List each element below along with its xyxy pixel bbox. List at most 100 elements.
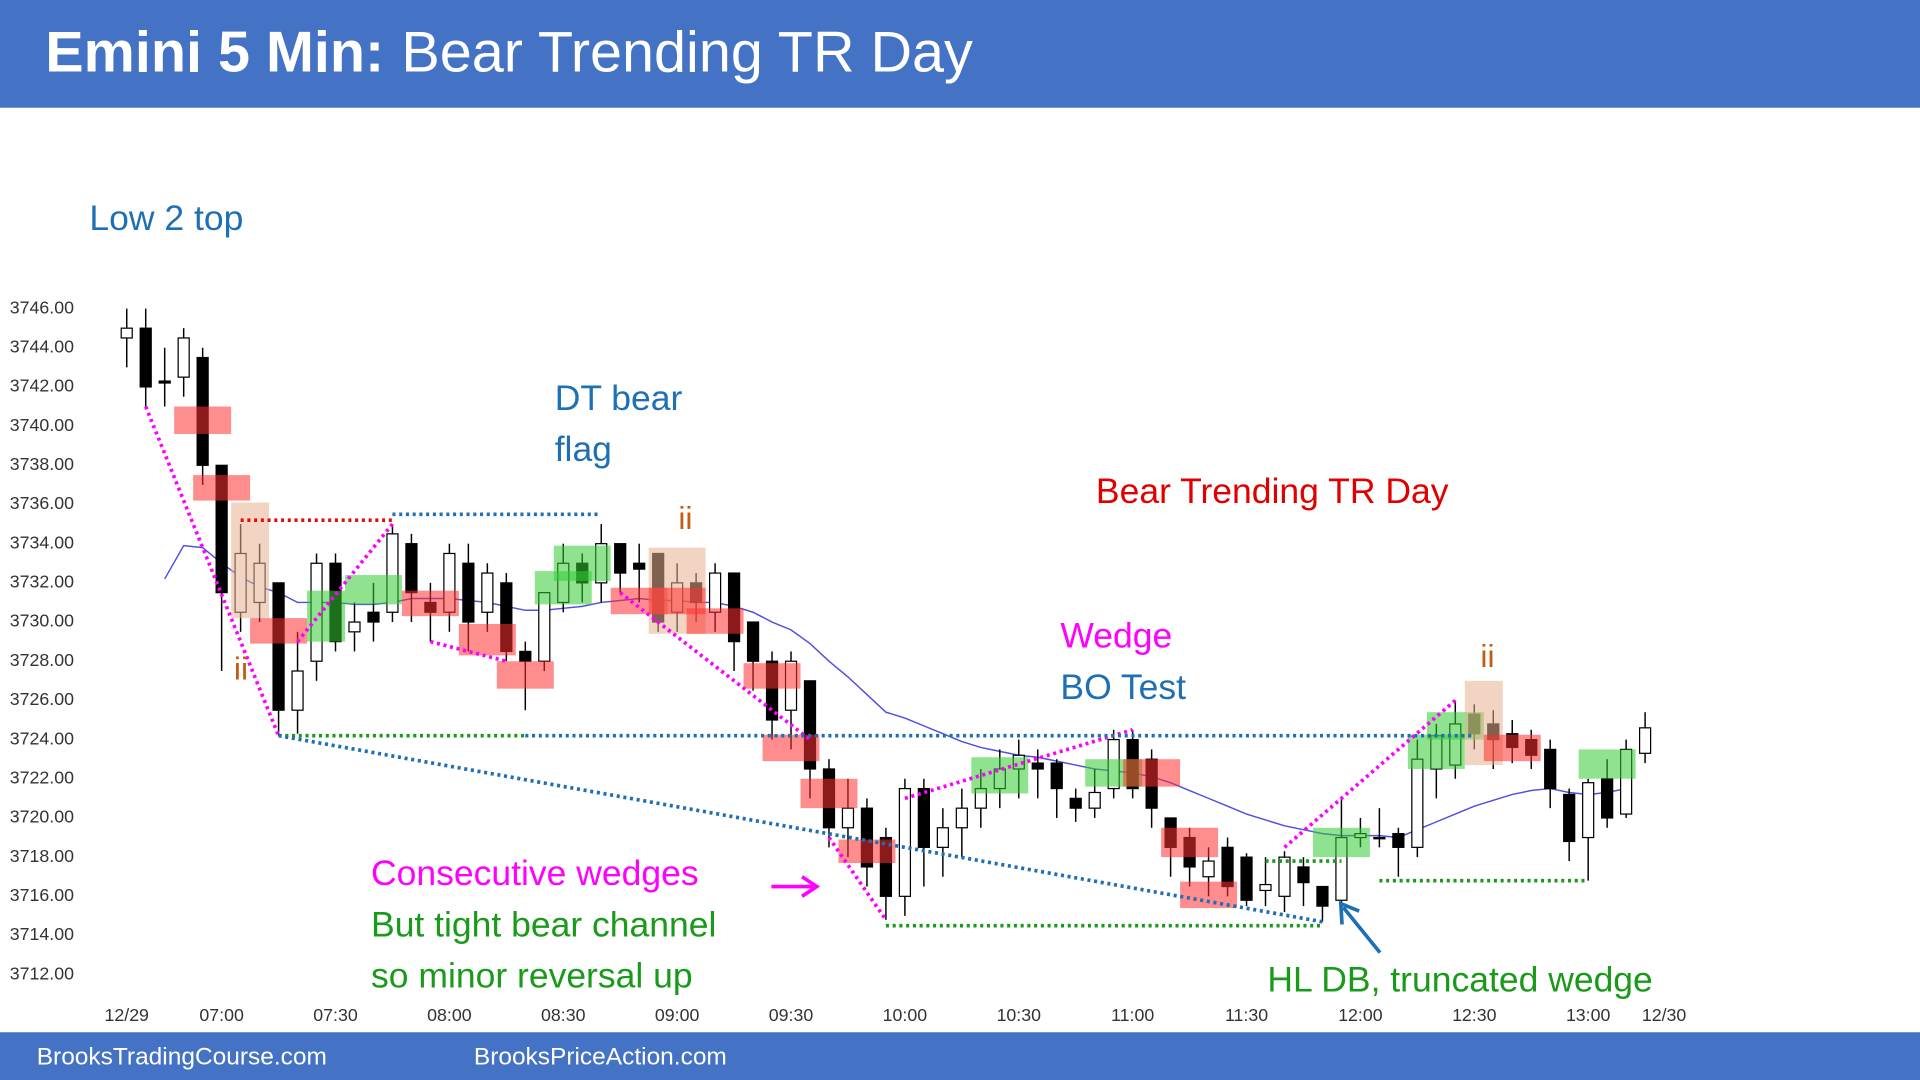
candle-body (898, 787, 912, 897)
candle-body (841, 807, 855, 829)
annotation: flag (555, 429, 612, 469)
annotation: Low 2 top (89, 198, 243, 238)
header-bar (0, 0, 1920, 108)
arrow (1341, 906, 1382, 954)
arrows (771, 875, 1382, 954)
annotation: ii (234, 650, 248, 686)
highlight-zone (1578, 749, 1636, 779)
highlight-zone (401, 590, 459, 617)
y-tick-label: 3722.00 (10, 767, 74, 787)
candle-body (519, 650, 532, 662)
candle-body (1601, 778, 1614, 819)
highlight-zone (1407, 734, 1465, 769)
y-tick-label: 3714.00 (10, 924, 74, 944)
y-tick-label: 3720.00 (10, 807, 74, 827)
candle-body (481, 572, 494, 613)
candle-body (291, 670, 304, 711)
annotation: Consecutive wedges (371, 853, 699, 893)
candle-body (708, 572, 722, 613)
candle-body (272, 582, 285, 711)
x-tick-label: 12:00 (1338, 1005, 1383, 1025)
y-tick-label: 3718.00 (10, 846, 74, 866)
candle-body (936, 827, 949, 848)
y-tick-label: 3744.00 (10, 336, 74, 356)
candle-body (386, 533, 399, 613)
candle-body (367, 611, 380, 623)
annotation: Bear Trending TR Day (1096, 471, 1449, 511)
candle-body (405, 543, 418, 594)
highlight-zone (1312, 827, 1370, 858)
trend-line (278, 733, 1323, 924)
candle-body (1392, 833, 1405, 848)
candle-body (462, 562, 475, 623)
plot-area: 3746.00 3744.00 3742.00 3740.00 3738.00 3736.… (10, 297, 1687, 1025)
highlight-zone (743, 663, 801, 689)
highlight-zone (458, 624, 516, 656)
footer-right: BrooksPriceAction.com (474, 1043, 727, 1070)
title-text: Bear Trending TR Day (401, 21, 973, 85)
candle-body (1411, 758, 1424, 848)
candle-body (1544, 748, 1557, 790)
y-tick-label: 3738.00 (10, 454, 74, 474)
candle-body (1316, 885, 1329, 907)
candle-body (917, 787, 930, 848)
x-tick-label: 10:30 (997, 1005, 1042, 1025)
y-tick-label: 3712.00 (10, 963, 74, 983)
x-tick-label: 07:00 (199, 1005, 244, 1025)
footer-left: BrooksTradingCourse.com (37, 1043, 327, 1070)
header-title: Emini 5 Min: Bear Trending TR Day (45, 21, 973, 85)
highlight-zone (496, 661, 554, 689)
y-tick-label: 3728.00 (10, 650, 74, 670)
candle-body (1240, 856, 1253, 901)
candle-body (765, 660, 779, 721)
candle-body (120, 327, 133, 339)
x-tick-label: 09:00 (655, 1005, 700, 1025)
candle-body (1221, 846, 1234, 888)
annotation: But tight bear channel (371, 904, 716, 944)
x-tick-label: 09:30 (769, 1005, 814, 1025)
trend-line (904, 728, 1134, 801)
x-tick-label: 13:00 (1566, 1005, 1611, 1025)
y-tick-label: 3730.00 (10, 611, 74, 631)
annotation: DT bear (555, 378, 683, 418)
arrow-head (1338, 900, 1360, 925)
highlight-zone (553, 545, 611, 581)
highlight-zone (345, 575, 402, 605)
highlight-zone (971, 757, 1029, 794)
candle-body (879, 836, 893, 897)
highlight-zone (1161, 827, 1219, 858)
candle-body (955, 807, 968, 829)
annotation: HL DB, truncated wedge (1267, 959, 1652, 999)
arrow-head (801, 875, 821, 898)
highlight-zone (686, 608, 744, 634)
y-tick-label: 3724.00 (10, 728, 74, 748)
candle-body (1259, 883, 1272, 892)
highlight-zone (307, 590, 345, 642)
candle-body (727, 572, 741, 643)
candle-body (1638, 727, 1652, 754)
x-tick-label: 08:00 (427, 1005, 472, 1025)
candle-body (1297, 866, 1310, 884)
candle-body (1582, 782, 1595, 839)
trend-line (144, 405, 281, 737)
y-tick-label: 3742.00 (10, 376, 74, 396)
highlight-zone (174, 406, 232, 434)
y-tick-label: 3732.00 (10, 572, 74, 592)
highlight-zone (1123, 759, 1181, 787)
x-tick-label: 12:30 (1452, 1005, 1497, 1025)
x-tick-label: 07:30 (313, 1005, 358, 1025)
x-tick-label: 08:30 (541, 1005, 586, 1025)
y-tick-label: 3736.00 (10, 493, 74, 513)
candle-body (1031, 762, 1044, 770)
candle-body (215, 464, 228, 594)
candle-body (1050, 762, 1063, 790)
highlight-zone (800, 778, 858, 809)
y-tick-label: 3746.00 (10, 297, 74, 317)
candle-body (158, 380, 171, 384)
y-tick-label: 3740.00 (10, 415, 74, 435)
title-bold: Emini 5 Min: (45, 21, 384, 85)
candle-body (633, 562, 646, 570)
annotations: Low 2 top DT bear flag ii ii ii Bear Tre… (89, 198, 1652, 1000)
footer-bar (0, 1032, 1920, 1080)
